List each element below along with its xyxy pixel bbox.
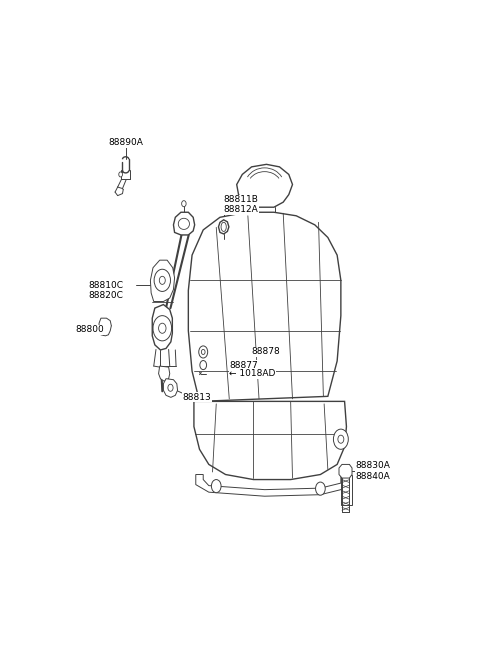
Circle shape: [200, 360, 206, 369]
Circle shape: [153, 316, 172, 341]
Circle shape: [211, 479, 221, 493]
Polygon shape: [99, 318, 111, 336]
Circle shape: [338, 435, 344, 443]
Circle shape: [199, 346, 208, 358]
Circle shape: [119, 172, 122, 177]
Polygon shape: [341, 474, 352, 505]
Circle shape: [334, 429, 348, 449]
Text: 88800: 88800: [75, 326, 104, 334]
Polygon shape: [188, 212, 341, 402]
Polygon shape: [237, 164, 292, 207]
Polygon shape: [339, 464, 352, 478]
Text: 88813: 88813: [183, 393, 212, 402]
Text: ← 1018AD: ← 1018AD: [229, 369, 276, 378]
Circle shape: [154, 269, 170, 291]
Text: 88830A
88840A: 88830A 88840A: [356, 461, 391, 481]
Text: 88810C
88820C: 88810C 88820C: [88, 281, 123, 300]
Polygon shape: [194, 402, 347, 479]
Text: 88811B
88812A: 88811B 88812A: [224, 195, 259, 214]
Polygon shape: [152, 305, 172, 350]
Circle shape: [202, 349, 205, 354]
Text: 88878: 88878: [252, 347, 280, 356]
Polygon shape: [150, 260, 175, 301]
Polygon shape: [163, 379, 178, 398]
Circle shape: [168, 384, 173, 391]
Polygon shape: [158, 366, 170, 381]
Polygon shape: [196, 474, 348, 496]
Circle shape: [181, 200, 186, 207]
Circle shape: [159, 276, 165, 284]
Text: 88890A: 88890A: [108, 138, 143, 147]
Text: 88877: 88877: [229, 360, 258, 369]
Circle shape: [315, 482, 325, 495]
Circle shape: [158, 323, 166, 333]
Polygon shape: [218, 220, 229, 234]
Polygon shape: [173, 212, 195, 235]
